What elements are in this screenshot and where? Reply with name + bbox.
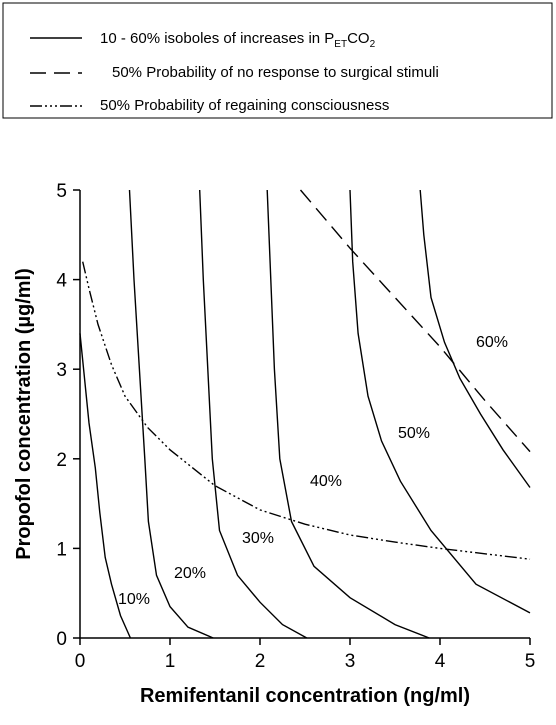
legend-label: 50% Probability of regaining consciousne… xyxy=(100,97,389,114)
curve-label: 20% xyxy=(174,565,206,582)
y-tick-label: 4 xyxy=(56,271,67,292)
legend-label: 10 - 60% isoboles of increases in PETCO2 xyxy=(100,30,376,50)
curve-label: 40% xyxy=(310,473,342,490)
curve-label: 30% xyxy=(242,530,274,547)
curve xyxy=(199,189,308,639)
x-tick-label: 5 xyxy=(525,651,536,672)
y-tick-label: 2 xyxy=(56,450,67,471)
y-axis-title: Propofol concentration (µg/ml) xyxy=(13,268,35,560)
curve xyxy=(79,333,132,639)
curve-label: 50% xyxy=(398,425,430,442)
y-tick-label: 5 xyxy=(56,181,67,202)
x-tick-label: 4 xyxy=(435,651,446,672)
legend-label: 50% Probability of no response to surgic… xyxy=(112,64,439,81)
curve xyxy=(266,189,430,639)
y-tick-label: 1 xyxy=(56,539,67,560)
legend-box xyxy=(2,2,553,119)
y-tick-label: 3 xyxy=(56,360,67,381)
x-axis-title: Remifentanil concentration (ng/ml) xyxy=(140,685,470,707)
x-tick-label: 1 xyxy=(165,651,176,672)
x-tick-label: 2 xyxy=(255,651,266,672)
curve xyxy=(349,189,531,614)
curve xyxy=(82,261,531,560)
curve xyxy=(128,189,214,639)
x-tick-label: 0 xyxy=(75,651,86,672)
x-tick-label: 3 xyxy=(345,651,356,672)
y-tick-label: 0 xyxy=(56,629,67,650)
curve xyxy=(299,189,531,453)
curve-label: 60% xyxy=(476,334,508,351)
curve-label: 10% xyxy=(118,591,150,608)
